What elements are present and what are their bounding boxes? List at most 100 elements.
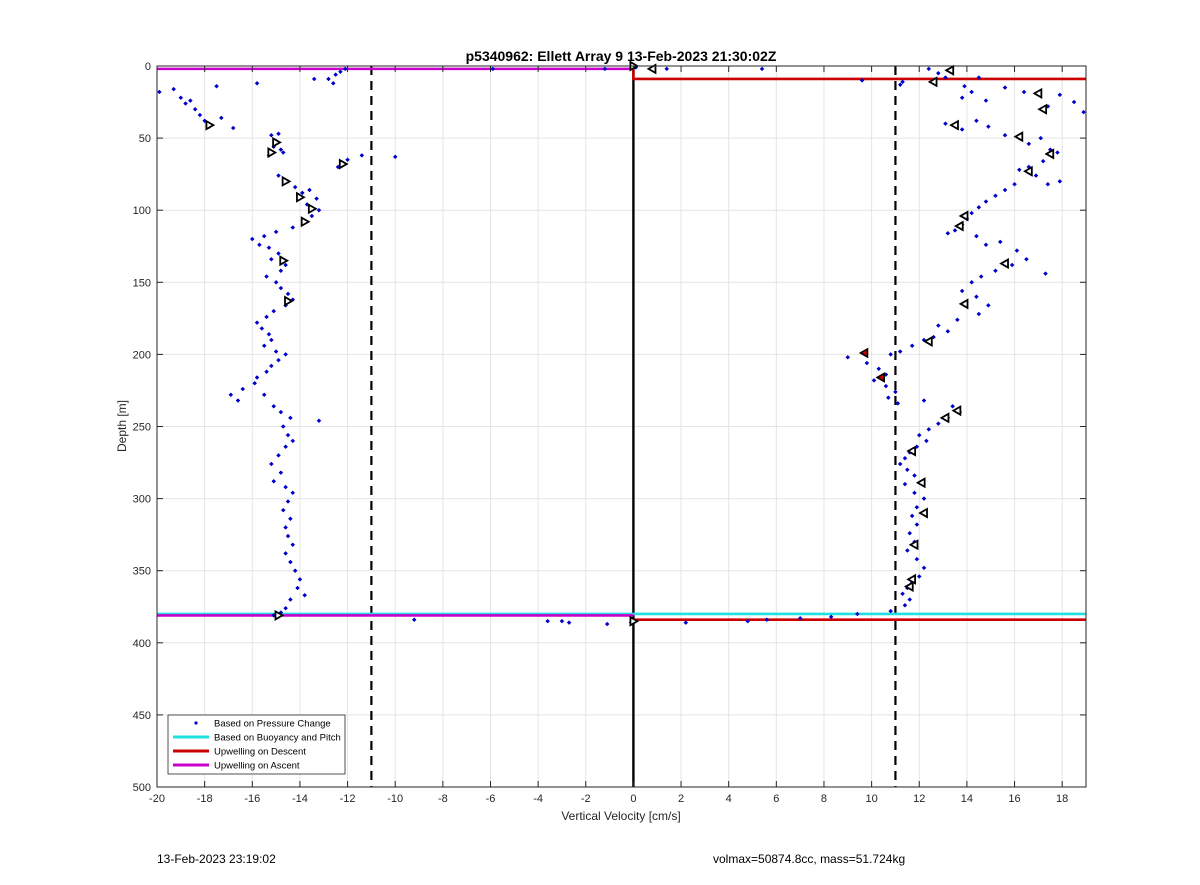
pressure-change-point [345, 157, 350, 163]
pressure-change-point [302, 592, 308, 598]
pressure-change-point [283, 605, 288, 611]
triangle-marker [274, 609, 285, 621]
y-tick-label: 300 [133, 494, 151, 506]
pressure-change-point [228, 392, 234, 398]
footer-timestamp: 13-Feb-2023 23:19:02 [157, 852, 276, 866]
pressure-change-point [893, 389, 898, 395]
reference-lines [370, 66, 897, 787]
pressure-change-point [797, 615, 803, 621]
pressure-change-point [285, 533, 291, 539]
pressure-change-point [935, 323, 941, 328]
pressure-change-point [902, 481, 908, 487]
pressure-change-point [916, 574, 922, 579]
triangle-marker [1032, 87, 1043, 99]
x-tick-label: 8 [821, 793, 827, 805]
pressure-change-point [969, 210, 975, 216]
pressure-change-point [214, 83, 219, 89]
x-tick-label: 16 [1008, 793, 1020, 805]
pressure-change-point [871, 378, 877, 383]
x-tick-label: -6 [486, 793, 496, 805]
pressure-change-point [171, 86, 177, 92]
pressure-change-point [276, 251, 281, 256]
pressure-change-point [900, 79, 905, 85]
pressure-change-point [283, 262, 288, 268]
pressure-change-point [1021, 89, 1027, 95]
triangle-marker [958, 298, 969, 310]
pressure-change-point [993, 268, 998, 274]
pressure-change-point [240, 386, 246, 392]
pressure-change-point [411, 617, 417, 623]
y-tick-label: 400 [133, 638, 151, 650]
pressure-change-point [1040, 158, 1046, 164]
pressure-change-point [297, 576, 303, 582]
pressure-change-point [962, 83, 967, 89]
footer-volmax-mass: volmax=50874.8cc, mass=51.724kg [713, 852, 906, 866]
triangle-marker [949, 119, 959, 131]
pressure-change-point [338, 69, 343, 75]
y-tick-label: 200 [133, 349, 151, 361]
pressure-change-point [997, 239, 1003, 245]
pressure-change-point [876, 366, 882, 372]
pressure-change-point [268, 337, 274, 343]
pressure-change-point [278, 147, 284, 152]
triangle-marker [296, 191, 306, 203]
pressure-change-point [914, 444, 920, 450]
pressure-change-point [1026, 141, 1032, 147]
triangle-marker [958, 210, 969, 222]
pressure-change-point [602, 66, 608, 72]
pressure-change-point [1038, 135, 1044, 141]
pressure-change-point [254, 320, 260, 326]
pressure-change-point [924, 438, 929, 444]
pressure-change-point [1016, 167, 1022, 173]
pressure-change-point [276, 173, 281, 178]
pressure-change-point [985, 124, 991, 129]
pressure-change-point [976, 204, 982, 210]
pressure-change-point [280, 424, 286, 429]
pressure-change-point [955, 317, 960, 323]
x-tick-label: -8 [438, 793, 448, 805]
pressure-change-point [914, 504, 920, 510]
pressure-change-point [907, 597, 913, 602]
pressure-change-point [974, 294, 979, 300]
pressure-change-point [288, 415, 293, 421]
x-tick-label: 6 [773, 793, 779, 805]
pressure-change-point [490, 66, 496, 72]
pressure-change-point [316, 418, 322, 424]
pressure-change-point [295, 585, 300, 591]
x-tick-label: -10 [387, 793, 403, 805]
pressure-change-point [926, 66, 932, 72]
pressure-change-point [157, 89, 162, 95]
pressure-change-point [254, 375, 260, 380]
pressure-change-point [983, 199, 989, 204]
pressure-change-point [278, 470, 284, 475]
legend-label: Based on Pressure Change [214, 719, 331, 730]
pressure-change-point [285, 291, 291, 297]
pressure-change-point [307, 187, 312, 193]
pressure-change-point [945, 230, 951, 236]
pressure-change-point [278, 268, 284, 274]
pressure-change-point [261, 392, 267, 398]
x-tick-label: 14 [961, 793, 973, 805]
pressure-change-point [764, 617, 770, 623]
pressure-change-point [264, 369, 269, 375]
legend-label: Based on Buoyancy and Pitch [214, 733, 341, 744]
pressure-change-point [178, 95, 184, 101]
pressure-change-point [943, 121, 948, 127]
pressure-change-point [926, 427, 932, 432]
triangle-marker [629, 615, 640, 627]
triangle-marker [999, 258, 1009, 270]
pressure-change-point [904, 467, 910, 473]
pressure-change-point [292, 568, 298, 574]
pressure-change-point [900, 591, 905, 597]
triangle-marker [918, 507, 928, 519]
triangle-marker [205, 119, 216, 131]
pressure-change-point [292, 184, 298, 190]
pressure-change-point [1014, 248, 1020, 253]
triangle-marker [951, 405, 962, 417]
triangle-marker [267, 146, 278, 159]
pressure-change-point [1043, 271, 1048, 277]
pressure-change-point [268, 461, 274, 467]
pressure-change-point [683, 620, 689, 625]
pressure-change-point [921, 398, 927, 403]
